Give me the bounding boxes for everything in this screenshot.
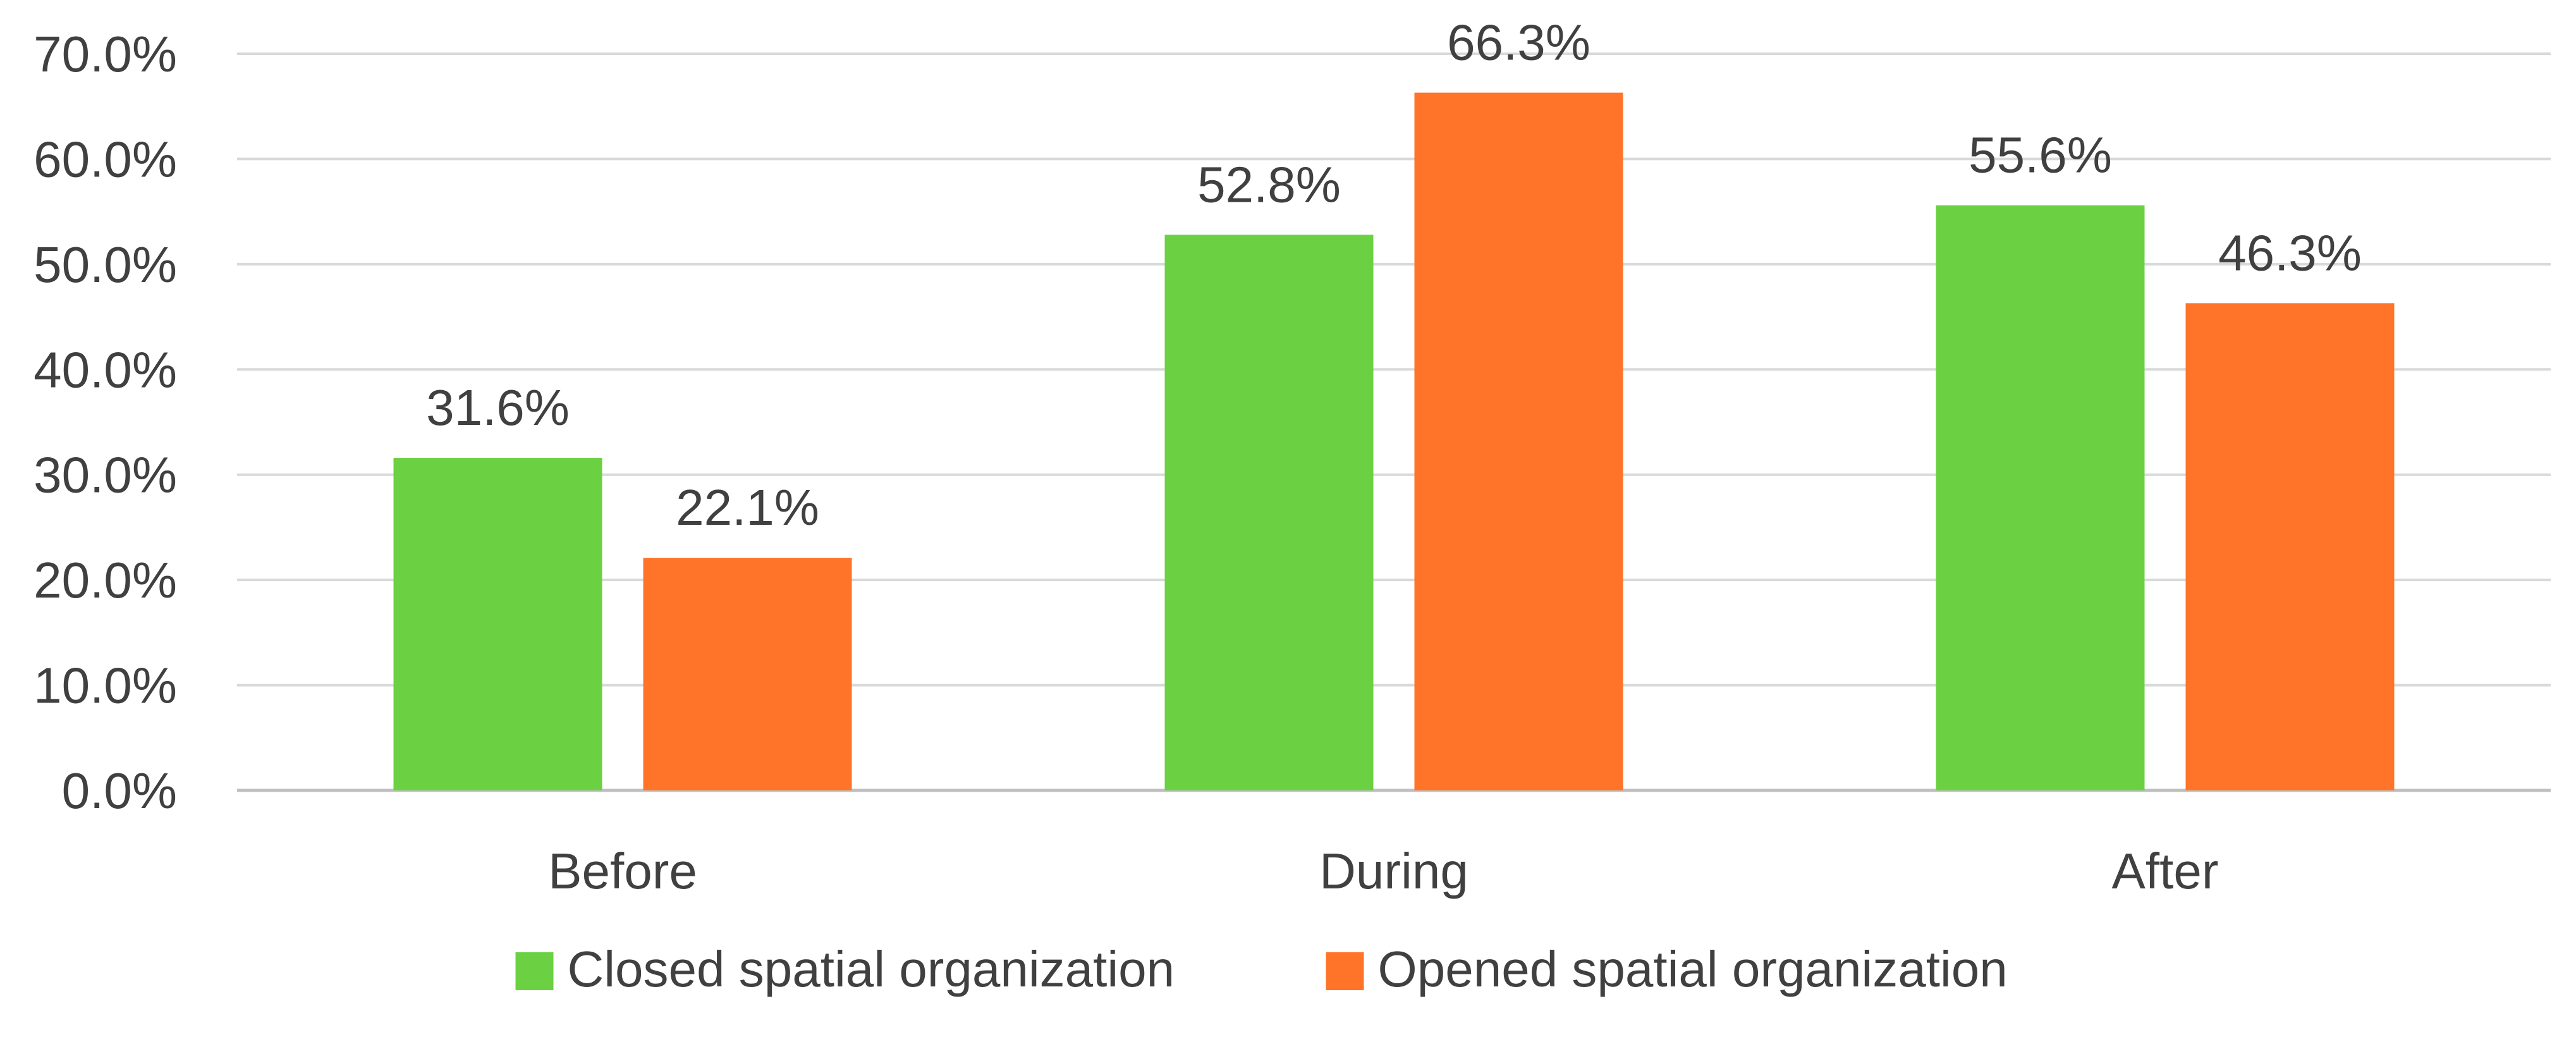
- y-tick-label: 10.0%: [34, 658, 177, 714]
- y-tick-label: 30.0%: [34, 447, 177, 503]
- y-tick-label: 0.0%: [62, 763, 177, 819]
- data-label: 22.1%: [676, 479, 819, 536]
- legend: Closed spatial organization Opened spatia…: [515, 941, 2008, 997]
- legend-item: Closed spatial organization: [515, 941, 1175, 997]
- legend-swatch: [515, 952, 554, 990]
- bar: [393, 458, 602, 790]
- x-tick-label: After: [2112, 843, 2219, 899]
- data-label: 66.3%: [1447, 15, 1590, 71]
- x-tick-label: Before: [548, 843, 697, 899]
- bar: [1414, 92, 1623, 790]
- data-label: 31.6%: [426, 379, 570, 436]
- legend-swatch: [1326, 952, 1364, 990]
- data-labels: 31.6% 22.1% 52.8% 66.3% 55.6% 46.3%: [426, 15, 2362, 536]
- bar: [1164, 235, 1374, 790]
- bar: [2185, 303, 2395, 791]
- legend-label: Opened spatial organization: [1378, 941, 2008, 997]
- y-axis-tick-labels: 0.0% 10.0% 20.0% 30.0% 40.0% 50.0% 60.0% 70.0%: [34, 26, 177, 819]
- x-tick-label: During: [1319, 843, 1468, 899]
- y-tick-label: 50.0%: [34, 236, 177, 293]
- y-tick-label: 60.0%: [34, 131, 177, 187]
- y-tick-label: 70.0%: [34, 26, 177, 82]
- gridlines: [237, 52, 2551, 792]
- x-axis-tick-labels: Before During After: [548, 843, 2218, 899]
- bars: [393, 92, 2395, 791]
- data-label: 55.6%: [1969, 127, 2112, 183]
- bar: [643, 558, 852, 790]
- legend-label: Closed spatial organization: [568, 941, 1175, 997]
- y-tick-label: 20.0%: [34, 552, 177, 608]
- bar: [1936, 205, 2145, 791]
- legend-item: Opened spatial organization: [1326, 941, 2008, 997]
- y-tick-label: 40.0%: [34, 341, 177, 398]
- data-label: 52.8%: [1197, 156, 1341, 212]
- data-label: 46.3%: [2218, 224, 2362, 281]
